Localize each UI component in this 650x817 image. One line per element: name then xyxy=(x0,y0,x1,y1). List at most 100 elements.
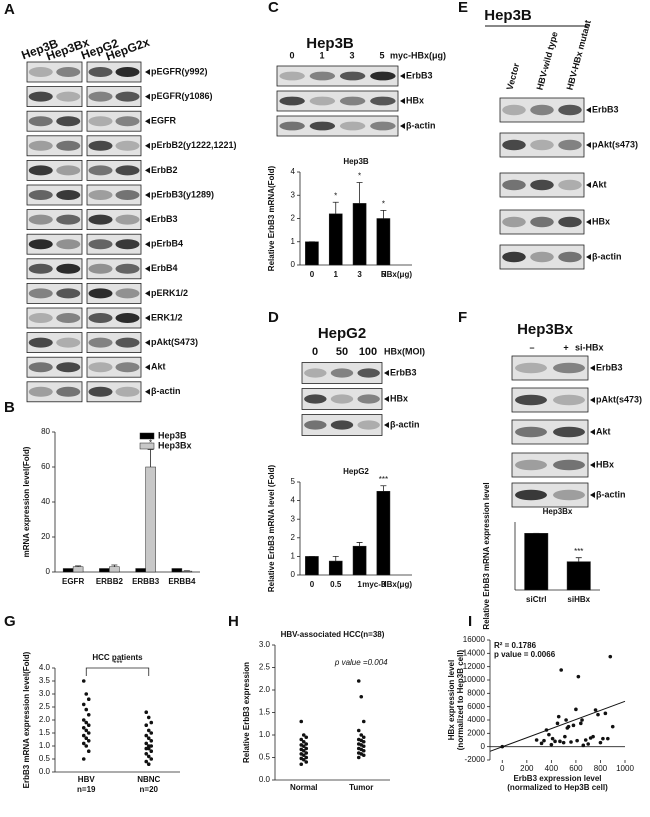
y-tick-label: 2.5 xyxy=(39,702,51,711)
arrow xyxy=(586,182,591,188)
blot-band xyxy=(56,263,81,274)
blot-band xyxy=(530,179,554,191)
y-axis-label: Relative ErbB3 expression xyxy=(242,662,251,763)
arrow xyxy=(400,123,405,129)
point xyxy=(601,736,605,741)
point xyxy=(86,723,91,727)
bar xyxy=(376,491,391,576)
panel-letter: G xyxy=(4,613,16,630)
bar xyxy=(99,568,110,573)
lane-label: HBV-HBx mutant xyxy=(565,19,593,91)
point xyxy=(144,723,149,727)
blot-band xyxy=(88,91,113,102)
blot-band xyxy=(530,251,554,263)
point xyxy=(86,749,91,753)
bar xyxy=(171,568,183,573)
point xyxy=(299,762,304,767)
bar xyxy=(135,568,146,573)
x-tick-label: 400 xyxy=(545,764,559,773)
point xyxy=(561,740,566,745)
point xyxy=(575,738,579,743)
point xyxy=(81,702,86,707)
lane-label: 100 xyxy=(359,346,377,358)
blot-band xyxy=(558,251,582,263)
panel-title: Hep3B xyxy=(306,35,354,52)
blot-strip xyxy=(86,356,142,378)
blot-band xyxy=(28,214,53,225)
y-tick-label: 40 xyxy=(41,497,50,506)
y-tick-label: 0 xyxy=(291,570,296,579)
lane-label: 0 xyxy=(312,346,318,358)
point xyxy=(144,746,149,751)
blot-strip xyxy=(26,61,83,83)
blot-band xyxy=(279,71,305,81)
y-tick-label: 10000 xyxy=(463,675,486,684)
bar xyxy=(305,556,319,576)
point xyxy=(550,736,555,741)
band-label: Akt xyxy=(592,179,607,189)
blot-band xyxy=(88,263,113,274)
blot-band xyxy=(370,96,396,106)
arrow xyxy=(590,462,595,468)
error-bar xyxy=(575,557,582,562)
panel-title: Hep3Bx xyxy=(517,321,574,338)
point xyxy=(549,742,554,747)
blot-band xyxy=(88,140,113,151)
blot-band xyxy=(115,190,140,200)
blot-band xyxy=(530,139,554,151)
blot-band xyxy=(28,313,53,323)
lane-label: 3 xyxy=(349,50,354,60)
point xyxy=(86,731,91,735)
blot-strip xyxy=(276,90,399,112)
blot-band xyxy=(88,239,113,250)
blot-band xyxy=(502,139,526,151)
point xyxy=(84,720,89,725)
band-label: β-actin xyxy=(406,120,436,130)
arrow xyxy=(586,142,591,148)
band-label: HBx xyxy=(592,216,610,226)
y-tick-label: 80 xyxy=(41,427,50,436)
arrow xyxy=(590,397,595,403)
y-axis-label: Relative ErbB3 mRNA level (Fold) xyxy=(267,465,276,593)
blot-band xyxy=(115,288,140,299)
blot-band xyxy=(502,216,526,228)
point xyxy=(356,679,361,683)
error-bar xyxy=(75,565,82,567)
panel-letter: I xyxy=(468,613,472,630)
point xyxy=(84,707,89,712)
blot-band xyxy=(558,179,582,191)
arrow xyxy=(590,365,595,371)
band-label: HBx xyxy=(406,95,424,105)
point xyxy=(304,755,309,760)
blot-band xyxy=(330,394,354,404)
blot-band xyxy=(304,368,327,378)
x-axis-label: (normalized to Hep3B cell) xyxy=(507,783,608,792)
bar xyxy=(62,568,74,573)
blot-band xyxy=(330,368,354,378)
arrow xyxy=(586,219,591,225)
y-tick-label: 0 xyxy=(291,260,296,269)
point xyxy=(304,746,309,751)
y-tick-label: 2000 xyxy=(467,728,485,737)
y-tick-label: 1.5 xyxy=(39,728,51,737)
arrow xyxy=(400,73,405,79)
x-tick-label: Normal xyxy=(290,783,318,792)
band-label: pAkt(s473) xyxy=(592,139,638,149)
blot-band xyxy=(56,386,81,397)
point xyxy=(361,748,366,753)
blot-band xyxy=(357,368,380,378)
blot-band xyxy=(28,239,53,250)
blot-strip xyxy=(301,388,383,410)
blot-band xyxy=(28,337,53,348)
panel-letter: B xyxy=(4,399,15,416)
blot-band xyxy=(553,394,585,406)
point xyxy=(146,736,151,740)
blot-band xyxy=(502,251,526,263)
x-tick-label: 0 xyxy=(310,270,315,279)
blot-band xyxy=(553,362,585,374)
lane-label: + xyxy=(563,342,568,352)
legend-label: Hep3Bx xyxy=(158,440,192,450)
error-bar xyxy=(111,564,118,567)
point xyxy=(146,762,151,766)
